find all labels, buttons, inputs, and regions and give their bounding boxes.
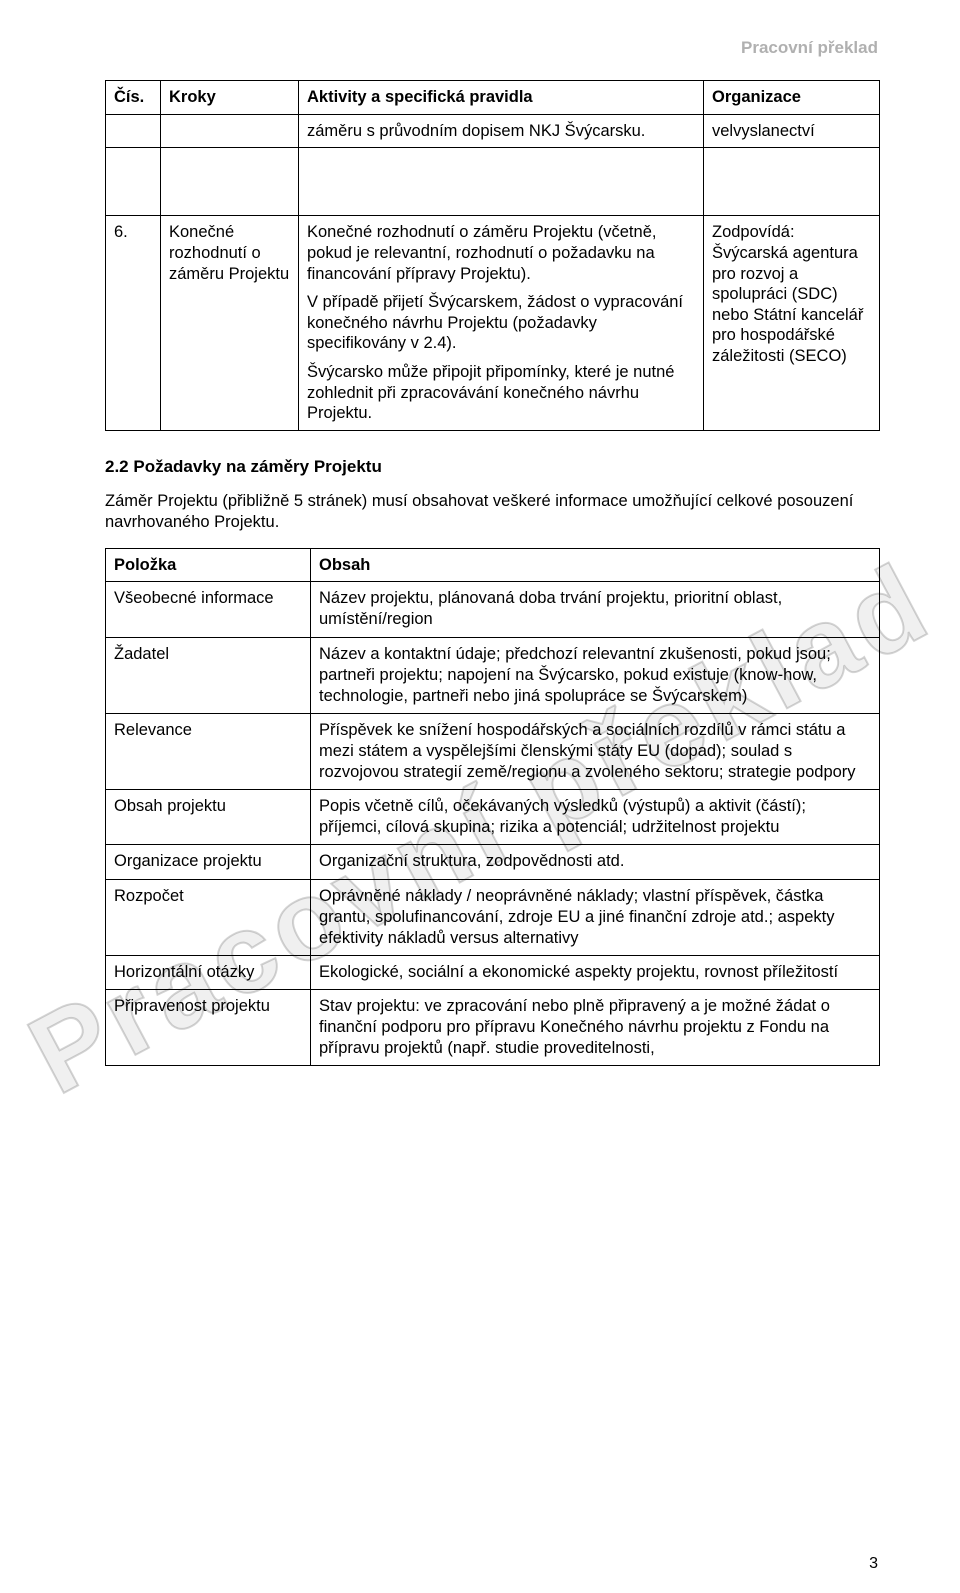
cell-item: Relevance <box>106 713 311 789</box>
col-header-content: Obsah <box>311 548 880 582</box>
cell-content: Název a kontaktní údaje; předchozí relev… <box>311 637 880 713</box>
table-row: Relevance Příspěvek ke snížení hospodářs… <box>106 713 880 789</box>
col-header-activities: Aktivity a specifická pravidla <box>299 81 704 115</box>
cell-item: Obsah projektu <box>106 790 311 845</box>
cell-activities: záměru s průvodním dopisem NKJ Švýcarsku… <box>299 114 704 148</box>
cell-item: Organizace projektu <box>106 845 311 879</box>
cell-content: Stav projektu: ve zpracování nebo plně p… <box>311 990 880 1066</box>
cell-number <box>106 114 161 148</box>
cell-item: Rozpočet <box>106 879 311 955</box>
table-row: Žadatel Název a kontaktní údaje; předcho… <box>106 637 880 713</box>
cell-content: Popis včetně cílů, očekávaných výsledků … <box>311 790 880 845</box>
cell-steps: Konečné rozhodnutí o záměru Projektu <box>161 216 299 431</box>
requirements-table: Položka Obsah Všeobecné informace Název … <box>105 548 880 1067</box>
cell-content: Příspěvek ke snížení hospodářských a soc… <box>311 713 880 789</box>
col-header-organization: Organizace <box>704 81 880 115</box>
section-2-2-intro: Záměr Projektu (přibližně 5 stránek) mus… <box>105 491 878 534</box>
steps-table: Čís. Kroky Aktivity a specifická pravidl… <box>105 80 880 431</box>
table-row: Připravenost projektu Stav projektu: ve … <box>106 990 880 1066</box>
table-row: Všeobecné informace Název projektu, plán… <box>106 582 880 637</box>
table-row: Organizace projektu Organizační struktur… <box>106 845 880 879</box>
cell-empty <box>106 148 161 216</box>
table-row: 6. Konečné rozhodnutí o záměru Projektu … <box>106 216 880 431</box>
table-spacer-row <box>106 148 880 216</box>
cell-activities-para: V případě přijetí Švýcarskem, žádost o v… <box>307 292 695 354</box>
cell-empty <box>704 148 880 216</box>
cell-number: 6. <box>106 216 161 431</box>
table-row: záměru s průvodním dopisem NKJ Švýcarsku… <box>106 114 880 148</box>
col-header-steps: Kroky <box>161 81 299 115</box>
cell-item: Horizontální otázky <box>106 955 311 989</box>
cell-item: Všeobecné informace <box>106 582 311 637</box>
table-header-row: Položka Obsah <box>106 548 880 582</box>
table-row: Obsah projektu Popis včetně cílů, očekáv… <box>106 790 880 845</box>
cell-content: Oprávněné náklady / neoprávněné náklady;… <box>311 879 880 955</box>
header-right-label: Pracovní překlad <box>105 38 878 58</box>
cell-empty <box>161 148 299 216</box>
cell-content: Název projektu, plánovaná doba trvání pr… <box>311 582 880 637</box>
cell-activities-para: Švýcarsko může připojit připomínky, kter… <box>307 362 695 424</box>
cell-organization: velvyslanectví <box>704 114 880 148</box>
cell-activities: Konečné rozhodnutí o záměru Projektu (vč… <box>299 216 704 431</box>
section-2-2-heading: 2.2 Požadavky na záměry Projektu <box>105 457 878 477</box>
page-number: 3 <box>869 1555 878 1573</box>
document-page: Pracovní překlad Pracovní překlad Čís. K… <box>0 0 960 1593</box>
cell-empty <box>299 148 704 216</box>
cell-activities-para: Konečné rozhodnutí o záměru Projektu (vč… <box>307 222 695 284</box>
cell-content: Ekologické, sociální a ekonomické aspekt… <box>311 955 880 989</box>
table-row: Horizontální otázky Ekologické, sociální… <box>106 955 880 989</box>
table-row: Rozpočet Oprávněné náklady / neoprávněné… <box>106 879 880 955</box>
cell-item: Žadatel <box>106 637 311 713</box>
col-header-item: Položka <box>106 548 311 582</box>
cell-item: Připravenost projektu <box>106 990 311 1066</box>
cell-organization: Zodpovídá: Švýcarská agentura pro rozvoj… <box>704 216 880 431</box>
cell-content: Organizační struktura, zodpovědnosti atd… <box>311 845 880 879</box>
table-header-row: Čís. Kroky Aktivity a specifická pravidl… <box>106 81 880 115</box>
cell-steps <box>161 114 299 148</box>
col-header-number: Čís. <box>106 81 161 115</box>
